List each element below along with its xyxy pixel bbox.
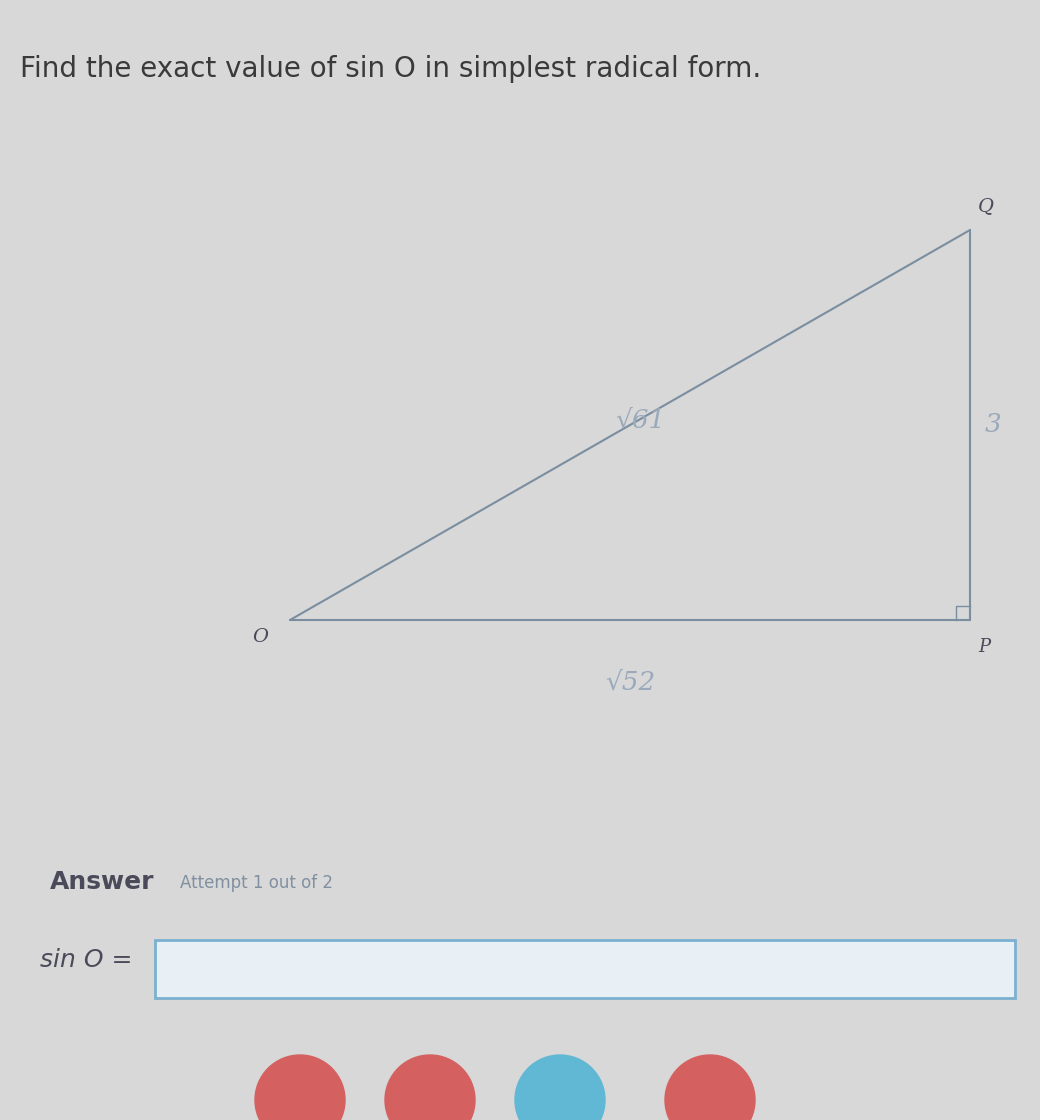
Text: O: O bbox=[252, 628, 268, 646]
Circle shape bbox=[255, 1055, 345, 1120]
Text: Q: Q bbox=[978, 197, 994, 215]
Text: Attempt 1 out of 2: Attempt 1 out of 2 bbox=[180, 874, 333, 892]
Text: √52: √52 bbox=[605, 670, 655, 696]
Text: 3: 3 bbox=[985, 412, 1002, 438]
Text: √61: √61 bbox=[615, 408, 666, 432]
Circle shape bbox=[515, 1055, 605, 1120]
Text: sin O =: sin O = bbox=[40, 948, 132, 972]
Text: P: P bbox=[978, 638, 990, 656]
FancyBboxPatch shape bbox=[155, 940, 1015, 998]
Text: Answer: Answer bbox=[50, 870, 155, 894]
Text: Find the exact value of sin O in simplest radical form.: Find the exact value of sin O in simples… bbox=[20, 55, 761, 83]
Circle shape bbox=[665, 1055, 755, 1120]
Circle shape bbox=[385, 1055, 475, 1120]
